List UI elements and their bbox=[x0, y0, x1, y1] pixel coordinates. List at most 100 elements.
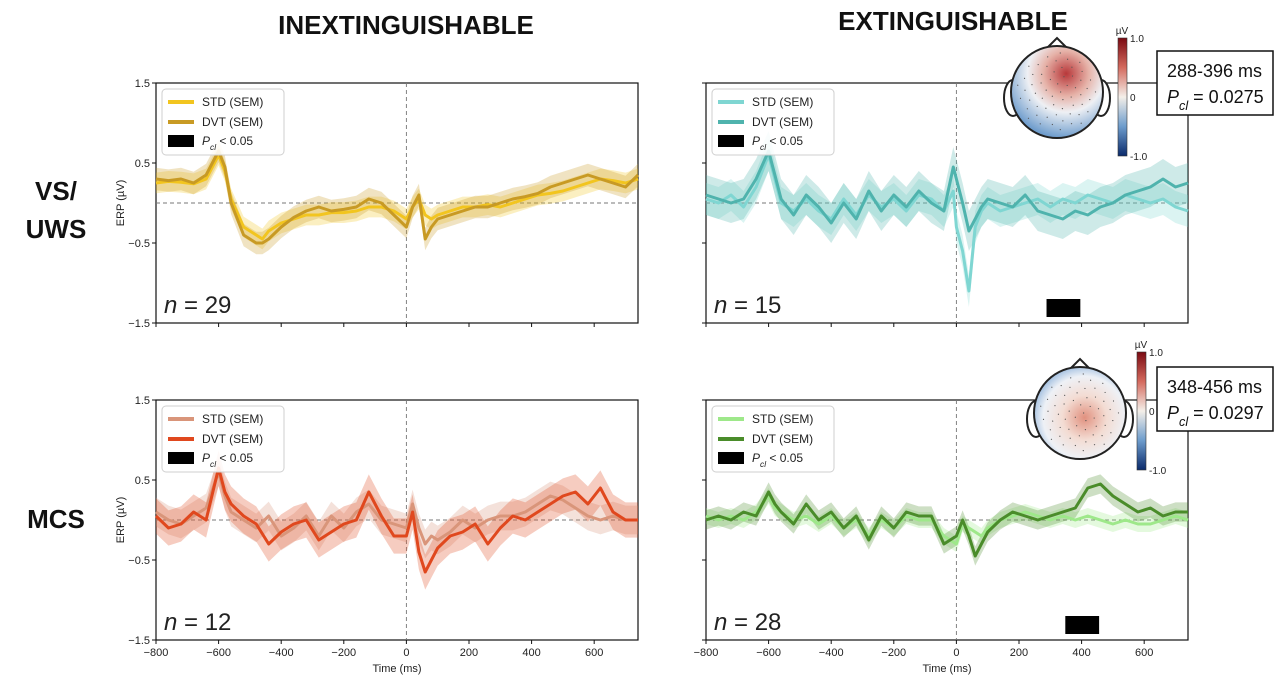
topomap-electrode bbox=[1087, 111, 1089, 113]
topomap-electrode bbox=[1034, 92, 1037, 94]
topomap-inset: µV1.0 0 -1.0 288-396 ms Pcl = 0.0275 bbox=[1003, 26, 1274, 163]
topomap-electrode bbox=[1074, 87, 1077, 89]
topomap-electrode bbox=[1071, 66, 1073, 68]
column-title-inextinguishable: INEXTINGUISHABLE bbox=[278, 10, 534, 40]
y-tick-label: 1.5 bbox=[135, 78, 150, 90]
topomap-electrode bbox=[1089, 79, 1092, 81]
y-tick-label: 1.5 bbox=[135, 395, 150, 407]
topomap-inset: µV1.0 0 -1.0 348-456 ms Pcl = 0.0297 bbox=[1026, 340, 1274, 477]
topomap-electrode bbox=[1057, 83, 1059, 85]
n-label: n = 29 bbox=[164, 292, 231, 319]
topomap-electrode bbox=[1052, 420, 1054, 422]
topomap-electrode bbox=[1051, 95, 1053, 97]
topomap-electrode bbox=[1071, 75, 1074, 77]
topomap-head bbox=[1033, 366, 1127, 460]
topomap-electrode bbox=[1051, 123, 1053, 126]
topomap-electrode bbox=[1094, 396, 1097, 398]
topomap-electrode bbox=[1064, 418, 1066, 420]
topomap-electrode bbox=[1059, 52, 1061, 54]
topomap-electrode bbox=[1085, 441, 1087, 443]
legend-label-2: DVT (SEM) bbox=[202, 432, 263, 446]
topomap-electrode bbox=[1054, 405, 1056, 407]
topomap-electrode bbox=[1057, 413, 1060, 415]
colorbar-tick-label: 1.0 bbox=[1149, 348, 1163, 359]
topomap-electrode bbox=[1062, 99, 1064, 101]
y-tick-label: −0.5 bbox=[128, 238, 150, 250]
topomap-electrode bbox=[1101, 435, 1103, 437]
topomap-electrode bbox=[1055, 114, 1057, 116]
topomap-electrode bbox=[1017, 84, 1019, 86]
chart-panel-2: n = 15 STD (SEM) DVT (SEM) Pcl < 0.05 µV1.0 0… bbox=[702, 26, 1274, 327]
y-tick-label: −1.5 bbox=[128, 635, 150, 647]
topomap-electrode bbox=[1079, 61, 1081, 63]
topomap-electrode bbox=[1112, 419, 1114, 422]
topomap-electrode bbox=[1036, 114, 1038, 116]
topomap-electrode bbox=[1024, 89, 1026, 91]
x-tick-label: 600 bbox=[1135, 647, 1153, 659]
topomap-electrode bbox=[1094, 91, 1097, 93]
topomap-electrode bbox=[1060, 384, 1062, 387]
topomap-electrode bbox=[1041, 97, 1043, 99]
colorbar-tick-label: -1.0 bbox=[1149, 466, 1167, 477]
topomap-electrode bbox=[1084, 387, 1086, 390]
topomap-electrode bbox=[1070, 96, 1072, 98]
legend-label-1: STD (SEM) bbox=[202, 412, 263, 426]
topomap-electrode bbox=[1086, 87, 1088, 90]
time-window-label: 288-396 ms bbox=[1167, 61, 1262, 81]
topomap-electrode bbox=[1076, 392, 1078, 394]
sem-band-2 bbox=[156, 450, 638, 590]
topomap-electrode bbox=[1019, 97, 1022, 99]
topomap-electrode bbox=[1053, 71, 1055, 73]
series-line-1 bbox=[155, 153, 639, 241]
legend: STD (SEM) DVT (SEM) Pcl < 0.05 bbox=[711, 88, 835, 156]
topomap-electrode bbox=[1112, 400, 1115, 402]
topomap-electrode bbox=[1078, 435, 1080, 437]
row-title-vs-line1: VS/ bbox=[35, 176, 77, 206]
colorbar bbox=[1117, 37, 1128, 157]
legend-significance-label: Pcl < 0.05 bbox=[752, 134, 803, 152]
topomap-electrode bbox=[1080, 79, 1082, 81]
legend-label-2: DVT (SEM) bbox=[752, 432, 813, 446]
topomap-electrode bbox=[1060, 91, 1062, 93]
n-label: n = 15 bbox=[714, 292, 781, 319]
topomap-electrode bbox=[1029, 99, 1031, 101]
legend: STD (SEM) DVT (SEM) Pcl < 0.05 bbox=[161, 405, 285, 473]
x-tick-label: 400 bbox=[1072, 647, 1090, 659]
topomap-electrode bbox=[1103, 443, 1105, 445]
topomap-electrode bbox=[1032, 73, 1034, 76]
topomap-electrode bbox=[1063, 76, 1065, 78]
topomap-electrode bbox=[1092, 434, 1094, 436]
x-tick-label: −400 bbox=[819, 647, 844, 659]
topomap-electrode bbox=[1046, 65, 1048, 67]
x-tick-label: −600 bbox=[756, 647, 781, 659]
row-title-vs-line2: UWS bbox=[26, 214, 87, 244]
colorbar-unit: µV bbox=[1135, 340, 1148, 351]
x-tick-label: 0 bbox=[403, 647, 409, 659]
column-title-extinguishable: EXTINGUISHABLE bbox=[838, 6, 1068, 36]
topomap-electrode bbox=[1089, 98, 1091, 101]
topomap-electrode bbox=[1069, 437, 1071, 439]
topomap-electrode bbox=[1023, 77, 1026, 79]
sem-band-2 bbox=[706, 474, 1188, 566]
sem-band-1 bbox=[156, 144, 638, 250]
topomap-electrode bbox=[1080, 404, 1082, 406]
topomap-electrode bbox=[1074, 444, 1076, 447]
legend-significance-swatch bbox=[718, 452, 744, 464]
topomap-electrode bbox=[1036, 105, 1038, 108]
topomap-electrode bbox=[1082, 450, 1084, 452]
legend-significance-label: Pcl < 0.05 bbox=[752, 451, 803, 469]
x-tick-label: 0 bbox=[953, 647, 959, 659]
series-line-2 bbox=[154, 466, 638, 574]
colorbar bbox=[1136, 351, 1147, 471]
topomap-electrode bbox=[1109, 408, 1111, 411]
legend: STD (SEM) DVT (SEM) Pcl < 0.05 bbox=[161, 88, 285, 156]
topomap-electrode bbox=[1055, 60, 1057, 62]
x-tick-label: 200 bbox=[1010, 647, 1028, 659]
topomap-electrode bbox=[1027, 117, 1030, 119]
topomap-electrode bbox=[1046, 398, 1049, 400]
topomap-electrode bbox=[1049, 78, 1051, 81]
topomap-electrode bbox=[1069, 386, 1071, 388]
n-label: n = 28 bbox=[714, 609, 781, 636]
topomap-electrode bbox=[1089, 405, 1091, 408]
